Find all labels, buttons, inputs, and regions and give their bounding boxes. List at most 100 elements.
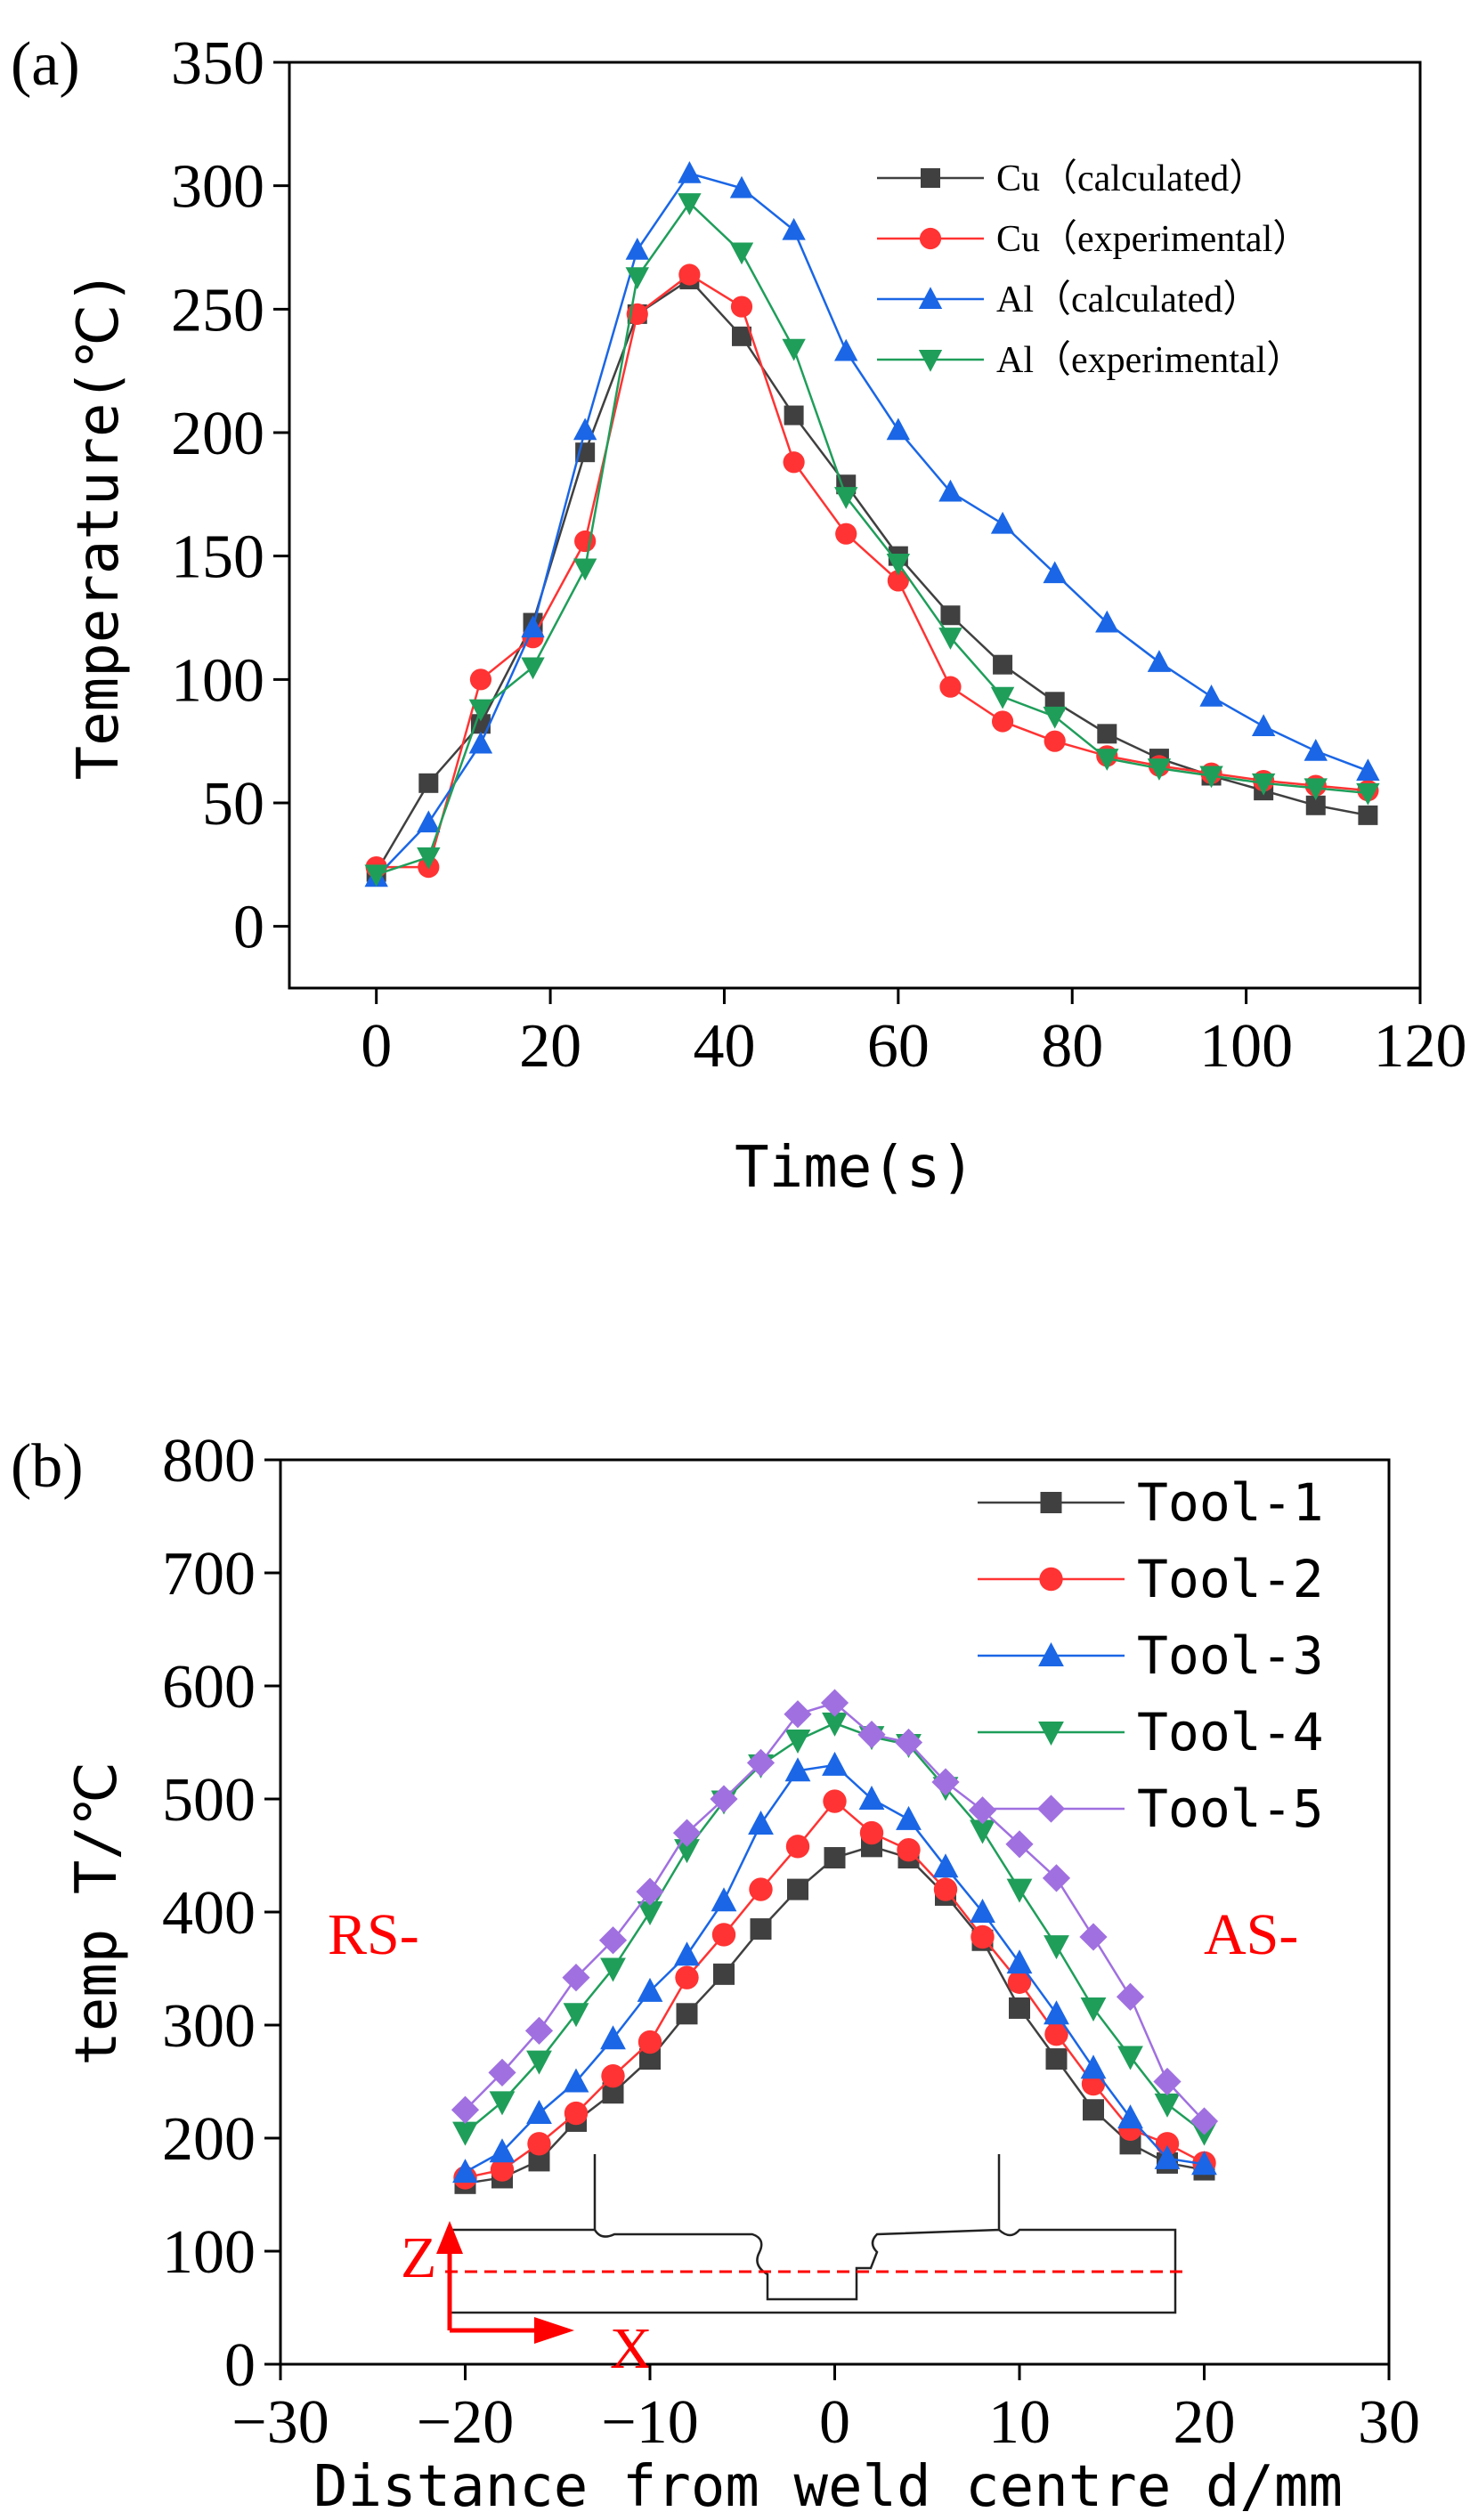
panel-a-data-point [1199,684,1223,707]
panel-a-data-point [782,217,806,240]
panel-b-data-point [787,1878,808,1900]
panel-b-data-point [784,1700,812,1729]
panel-a-data-point [468,731,493,754]
panel-b-data-point [526,2100,552,2125]
panel-a-y-tick-label: 0 [233,894,264,962]
panel-a-data-point [468,699,493,722]
panel-a-x-tick-label: 100 [1199,1012,1293,1081]
panel-b-legend-marker [1040,1492,1062,1513]
panel-a-legend-label: Cu（calculated） [996,158,1266,199]
panel-a-data-point [730,296,753,318]
panel-b-legend-marker [1038,1642,1064,1666]
panel-a-data-point [678,193,702,215]
panel-b-data-point [970,1819,995,1844]
panel-b-data-point [1044,2022,1068,2046]
panel-a-data-point [886,417,911,441]
panel-a-data-point [1199,766,1223,789]
panel-b-data-point [563,2068,589,2093]
panel-b-data-point [526,2050,552,2075]
panel-b-data-point [1153,2067,1182,2096]
panel-b-data-point [1009,1997,1030,2019]
panel-b-y-tick-label: 500 [162,1766,256,1835]
panel-b-data-point [451,2095,480,2124]
panel-b-data-point [820,1689,849,1717]
panel-a-y-tick-label: 350 [171,29,264,98]
panel-b-data-point [672,1819,702,1847]
panel-b-data-point [858,1786,885,1810]
panel-b-data-point [1080,1997,1107,2022]
panel-a-data-point [1356,758,1380,781]
panel-a-x-tick-label: 20 [519,1012,581,1081]
panel-a-data-point [1147,650,1172,672]
panel-b-data-point [1080,2054,1107,2079]
panel-a-x-tick-label: 120 [1374,1012,1467,1081]
panel-a-data-point [1304,778,1328,801]
panel-b-data-point [749,1877,773,1901]
panel-a-data-point [784,405,804,425]
panel-a-legend-item: Al（calculated） [877,280,1260,320]
panel-b-data-point [971,1924,995,1949]
panel-a-data-point [834,487,858,509]
panel-a-data-point [782,338,806,361]
panel-b-data-point [822,1712,848,1737]
panel-b-data-point [638,2030,662,2054]
panel-b-y-tick-label: 800 [162,1427,256,1495]
panel-a-legend-label: Al（experimental） [996,340,1304,381]
panel-a: (a) 0 20 40 60 80 100 120 0 50 100 150 200 250 300 350… [11,29,1467,1201]
panel-a-data-point [573,417,597,441]
panel-b-data-point [784,1757,811,1782]
panel-a-data-point [1304,739,1328,761]
panel-b-data-point [1154,2144,1181,2169]
panel-a-data-point [783,451,805,474]
panel-a-data-point [574,530,597,553]
panel-a-legend-marker [919,227,942,250]
panel-b-data-point [896,1805,922,1830]
panel-b-data-point [824,1847,846,1869]
panel-a-data-point [729,242,754,265]
rs-annotation: RS- [328,1902,419,1967]
panel-b-legend-item: Tool-1 [978,1472,1324,1533]
panel-b-data-point [488,2058,516,2086]
panel-b-x-tick-label: −30 [231,2388,329,2457]
panel-b-legend-label: Tool-1 [1137,1472,1324,1533]
panel-b-data-point [489,2138,516,2163]
panel-b-data-point [674,1941,700,1966]
panel-a-series-line [375,172,1368,879]
panel-a-x-tick-label: 40 [693,1012,755,1081]
panel-a-data-point [990,686,1015,709]
panel-a-y-tick-label: 250 [171,276,264,344]
panel-b-data-point [1044,2000,1069,2025]
panel-b-data-point [1045,2048,1068,2070]
panel-b-data-point [897,1837,921,1862]
panel-b-x-tick-label: 10 [988,2388,1051,2457]
panel-a-data-point [418,773,439,793]
panel-b-data-point [562,1964,590,1992]
panel-b-y-axis-title: temp T/℃ [64,1762,130,2066]
panel-b-label: (b) [11,1432,84,1501]
panel-a-legend-item: Cu（experimental） [877,219,1310,260]
coordinate-axes-icon [436,2221,574,2344]
panel-a-data-point [938,479,962,502]
panel-a-legend-label: Cu（experimental） [996,219,1310,260]
panel-a-data-point [470,714,491,734]
panel-a-x-tick-label: 80 [1041,1012,1103,1081]
panel-b: (b) Z X −30 −20 −10 0 10 20 300100200300400500… [11,1427,1420,2520]
panel-b-data-point [822,1751,848,1776]
panel-b-legend-item: Tool-3 [978,1625,1324,1686]
panel-b-data-point [931,1768,960,1796]
panel-b-data-point [601,2063,625,2088]
panel-b-data-point [1190,2107,1219,2135]
panel-a-series-3 [364,161,1380,887]
panel-b-legend-label: Tool-3 [1137,1625,1324,1686]
panel-b-data-point [1042,1864,1071,1892]
panel-b-data-point [563,2003,589,2028]
panel-b-data-point [527,2132,551,2156]
panel-b-data-point [1044,1935,1069,1960]
z-axis-label: Z [401,2225,436,2290]
panel-a-data-point [678,263,701,286]
panel-b-data-point [1191,2151,1217,2176]
panel-a-data-point [1356,782,1380,806]
panel-b-legend-marker [1038,1722,1064,1746]
panel-b-y-tick-label: 200 [162,2105,256,2174]
panel-a-y-tick-label: 100 [171,646,264,715]
